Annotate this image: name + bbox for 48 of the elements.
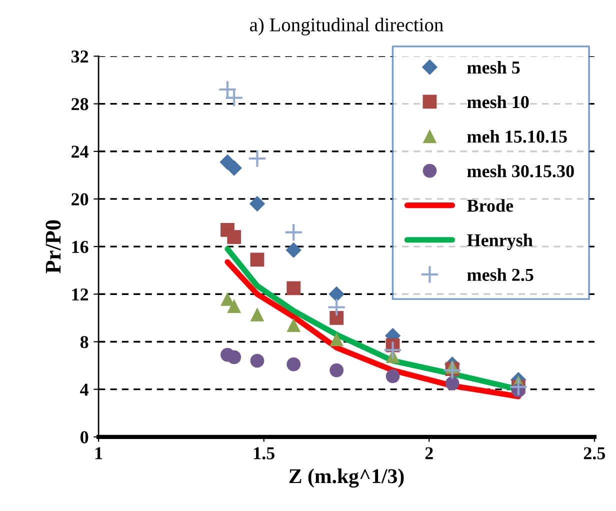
x-tick-label: 2.5	[584, 447, 606, 460]
point	[284, 222, 303, 242]
point	[227, 350, 242, 364]
x-tick-label: 1	[95, 447, 102, 460]
point	[445, 376, 460, 390]
legend-label: mesh 2.5	[467, 268, 534, 282]
point	[220, 292, 234, 306]
point	[330, 332, 344, 346]
legend-label: Brode	[467, 199, 514, 212]
point	[250, 252, 264, 267]
point	[330, 310, 344, 325]
legend-label: mesh 5	[467, 60, 520, 74]
y-axis-title: Pr/P0	[46, 220, 61, 274]
legend-label: Henrysh	[467, 234, 533, 250]
point	[250, 354, 264, 368]
y-tick-label: 12	[72, 288, 88, 300]
y-tick-label: 24	[72, 146, 88, 158]
y-tick-label: 28	[72, 98, 88, 110]
point	[328, 286, 344, 302]
point	[330, 363, 344, 378]
y-tick-label: 0	[80, 431, 88, 444]
point	[383, 340, 402, 360]
y-tick-label: 20	[72, 193, 88, 206]
point	[286, 242, 302, 258]
x-axis-title: Z (m.kg^1/3)	[289, 468, 404, 488]
point	[227, 230, 242, 244]
y-tick-label: 16	[72, 240, 88, 253]
chart-title: a) Longitudinal direction	[250, 18, 444, 36]
point	[286, 281, 301, 296]
point	[226, 160, 242, 176]
point	[286, 357, 301, 372]
x-tick-label: 2	[425, 447, 433, 460]
point	[249, 196, 266, 212]
point	[327, 298, 346, 317]
point	[442, 360, 462, 380]
y-tick-label: 8	[80, 336, 88, 348]
y-tick-label: 4	[80, 384, 88, 396]
point	[218, 80, 237, 99]
legend-label: meh 15.10.15	[467, 130, 567, 143]
legend-label: mesh 30.15.30	[467, 164, 574, 178]
y-tick-label: 32	[71, 50, 88, 63]
x-tick-label: 1.5	[254, 447, 274, 460]
point	[250, 307, 264, 322]
point	[386, 369, 400, 384]
point	[227, 299, 242, 313]
point	[248, 149, 267, 168]
legend-label: mesh 10	[467, 95, 529, 108]
point	[286, 318, 301, 332]
